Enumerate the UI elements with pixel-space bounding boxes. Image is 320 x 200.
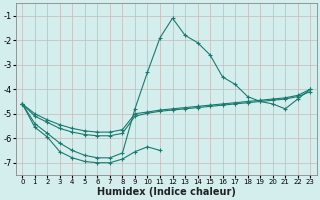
X-axis label: Humidex (Indice chaleur): Humidex (Indice chaleur) — [97, 187, 236, 197]
